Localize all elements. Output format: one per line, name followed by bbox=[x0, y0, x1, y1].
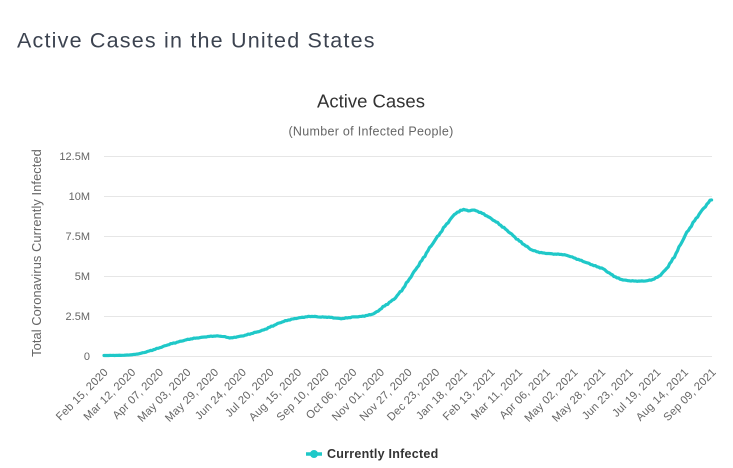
svg-text:5M: 5M bbox=[75, 271, 90, 283]
svg-text:2.5M: 2.5M bbox=[66, 311, 90, 323]
svg-text:0: 0 bbox=[84, 351, 90, 363]
svg-text:(Number of Infected People): (Number of Infected People) bbox=[288, 125, 453, 139]
svg-text:10M: 10M bbox=[69, 191, 90, 203]
svg-text:12.5M: 12.5M bbox=[59, 151, 90, 163]
svg-text:Active Cases in the United Sta: Active Cases in the United States bbox=[17, 29, 376, 53]
svg-text:7.5M: 7.5M bbox=[66, 231, 90, 243]
svg-text:Currently Infected: Currently Infected bbox=[327, 447, 438, 461]
svg-text:Total Coronavirus Currently In: Total Coronavirus Currently Infected bbox=[29, 149, 44, 357]
svg-text:Active Cases: Active Cases bbox=[317, 91, 425, 112]
